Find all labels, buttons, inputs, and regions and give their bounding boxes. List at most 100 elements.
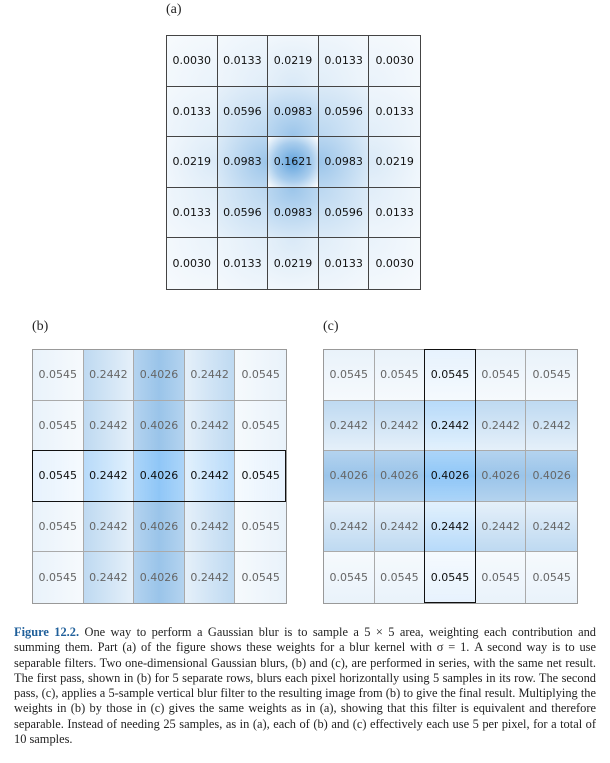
cell-value: 0.0545 [481, 571, 520, 585]
cell-value: 0.0596 [223, 206, 262, 220]
grid-cell: 0.0219 [369, 137, 420, 188]
grid-cell: 0.2442 [83, 451, 135, 502]
cell-value: 0.2442 [89, 368, 128, 382]
cell-value: 0.4026 [380, 469, 419, 483]
grid-cell: 0.0545 [235, 552, 286, 603]
grid-cell: 0.2442 [425, 400, 476, 452]
grid-cell: 0.0133 [318, 238, 370, 289]
grid-cell: 0.4026 [526, 451, 577, 502]
grid-cell: 0.4026 [134, 451, 185, 502]
cell-value: 0.2442 [190, 520, 229, 534]
grid-cell: 0.0133 [318, 36, 370, 87]
grid-cell: 0.2442 [83, 552, 135, 603]
cell-value: 0.2442 [481, 418, 520, 432]
label-c: (c) [323, 319, 339, 334]
grid-cell: 0.4026 [324, 451, 375, 502]
cell-value: 0.0030 [375, 54, 414, 68]
cell-value: 0.0219 [375, 155, 414, 169]
grid-cell: 0.2442 [425, 501, 476, 553]
cell-value: 0.0545 [380, 571, 419, 585]
cell-value: 0.0983 [273, 206, 313, 220]
cell-value: 0.2442 [532, 520, 571, 534]
grid-cell: 0.4026 [134, 501, 185, 553]
cell-value: 0.0545 [38, 571, 78, 585]
cell-value: 0.2442 [430, 418, 470, 432]
grid-cell: 0.2442 [374, 501, 426, 553]
cell-value: 0.0545 [430, 368, 470, 382]
grid-cell: 0.0030 [167, 36, 218, 87]
grid-cell: 0.0133 [167, 187, 218, 239]
cell-value: 0.4026 [481, 469, 520, 483]
cell-value: 0.2442 [430, 520, 470, 534]
cell-value: 0.0545 [532, 571, 571, 585]
figure-number: Figure 12.2. [14, 625, 80, 639]
cell-value: 0.2442 [532, 418, 571, 432]
grid-cell: 0.0545 [235, 501, 286, 553]
grid-cell: 0.0596 [318, 187, 370, 239]
cell-value: 0.0545 [532, 368, 571, 382]
grid-cell: 0.4026 [134, 552, 185, 603]
cell-value: 0.2442 [89, 418, 128, 432]
cell-value: 0.2442 [190, 368, 229, 382]
grid-cell: 0.2442 [475, 400, 527, 452]
grid-cell: 0.0596 [217, 187, 269, 239]
grid-cell: 0.2442 [184, 501, 236, 553]
cell-value: 0.4026 [139, 418, 179, 432]
cell-value: 0.2442 [89, 571, 128, 585]
cell-value: 0.1621 [273, 155, 313, 169]
grid-cell: 0.0545 [374, 350, 426, 401]
cell-value: 0.0219 [172, 155, 212, 169]
cell-value: 0.4026 [430, 469, 470, 483]
grid-cell: 0.0545 [475, 552, 527, 603]
cell-value: 0.4026 [532, 469, 571, 483]
grid-cell: 0.2442 [184, 400, 236, 452]
grid-cell: 0.0133 [369, 86, 420, 138]
grid-cell: 0.0545 [324, 350, 375, 401]
cell-value: 0.0596 [324, 104, 363, 118]
grid-cell: 0.0030 [369, 36, 420, 87]
grid-cell: 0.1621 [268, 137, 319, 188]
cell-value: 0.2442 [329, 520, 369, 534]
cell-value: 0.0133 [223, 54, 262, 68]
cell-value: 0.0596 [324, 206, 363, 220]
cell-value: 0.4026 [139, 571, 179, 585]
cell-value: 0.4026 [139, 368, 179, 382]
cell-value: 0.0030 [172, 54, 212, 68]
grid-cell: 0.0133 [217, 238, 269, 289]
cell-value: 0.0133 [172, 104, 212, 118]
cell-value: 0.0983 [324, 155, 363, 169]
grid-cell: 0.2442 [184, 552, 236, 603]
cell-value: 0.0133 [324, 257, 363, 271]
grid-cell: 0.0545 [374, 552, 426, 603]
cell-value: 0.0219 [273, 257, 313, 271]
grid-cell: 0.2442 [526, 400, 577, 452]
grid-cell: 0.2442 [184, 350, 236, 401]
grid-cell: 0.0545 [526, 350, 577, 401]
cell-value: 0.0133 [324, 54, 363, 68]
cell-value: 0.0133 [223, 257, 262, 271]
grid-cell: 0.0545 [235, 451, 286, 502]
cell-value: 0.4026 [139, 520, 179, 534]
grid-cell: 0.0030 [369, 238, 420, 289]
grid-cell: 0.0219 [268, 238, 319, 289]
cell-value: 0.0545 [38, 469, 78, 483]
cell-value: 0.0219 [273, 54, 313, 68]
vertical-pass-grid: 0.0545 0.0545 0.0545 0.0545 0.0545 0.2442 0.24… [323, 349, 578, 604]
grid-cell: 0.0545 [425, 350, 476, 401]
cell-value: 0.0133 [375, 206, 414, 220]
cell-value: 0.0545 [430, 571, 470, 585]
grid-cell: 0.0133 [167, 86, 218, 138]
cell-value: 0.0596 [223, 104, 262, 118]
grid-cell: 0.2442 [83, 501, 135, 553]
grid-cell: 0.0983 [318, 137, 370, 188]
grid-cell: 0.4026 [134, 350, 185, 401]
grid-cell: 0.0545 [33, 350, 84, 401]
grid-cell: 0.0983 [217, 137, 269, 188]
grid-cell: 0.0983 [268, 86, 319, 138]
grid-cell: 0.2442 [475, 501, 527, 553]
cell-value: 0.0133 [172, 206, 212, 220]
grid-cell: 0.2442 [526, 501, 577, 553]
cell-value: 0.2442 [89, 469, 128, 483]
grid-cell: 0.0545 [33, 400, 84, 452]
grid-cell: 0.0545 [526, 552, 577, 603]
